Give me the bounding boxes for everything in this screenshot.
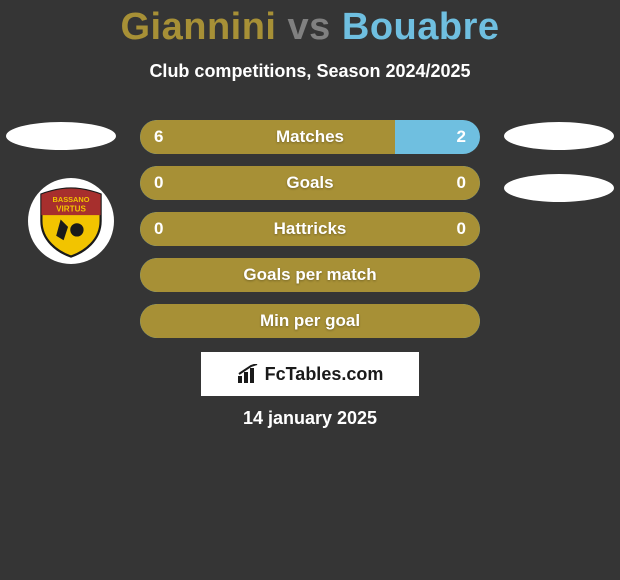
watermark-text: FcTables.com: [265, 364, 384, 385]
photo-placeholder-right-2: [504, 174, 614, 202]
title-vs: vs: [276, 6, 341, 48]
stat-bar: 6 2 Matches: [140, 120, 480, 154]
club-badge-svg: BASSANO VIRTUS: [34, 184, 108, 258]
watermark: FcTables.com: [201, 352, 419, 396]
stat-value-right: 2: [457, 127, 466, 147]
comparison-bars: 6 2 Matches 0 0 Goals 0 0 Hattricks Goals per mat…: [140, 120, 480, 350]
stat-value-right: 0: [457, 219, 466, 239]
badge-text-mid: VIRTUS: [56, 204, 86, 213]
date-text: 14 january 2025: [0, 408, 620, 429]
badge-text-top: BASSANO: [53, 195, 90, 204]
subtitle: Club competitions, Season 2024/2025: [0, 61, 620, 82]
stat-label: Goals: [286, 173, 333, 193]
stat-bar: 0 0 Goals: [140, 166, 480, 200]
stat-label: Min per goal: [260, 311, 360, 331]
stat-bar: 0 0 Hattricks: [140, 212, 480, 246]
stat-value-right: 0: [457, 173, 466, 193]
stat-label: Goals per match: [243, 265, 376, 285]
stat-bar: Min per goal: [140, 304, 480, 338]
stat-label: Hattricks: [274, 219, 347, 239]
stat-value-left: 0: [154, 219, 163, 239]
stat-bar-fill: [140, 120, 395, 154]
photo-placeholder-right-1: [504, 122, 614, 150]
stat-value-left: 0: [154, 173, 163, 193]
photo-placeholder-left: [6, 122, 116, 150]
stat-bar: Goals per match: [140, 258, 480, 292]
page-title: Giannini vs Bouabre: [0, 0, 620, 49]
badge-ball: [70, 223, 83, 236]
stat-label: Matches: [276, 127, 344, 147]
stat-value-left: 6: [154, 127, 163, 147]
title-player2: Bouabre: [342, 6, 500, 48]
club-badge: BASSANO VIRTUS: [28, 178, 114, 264]
watermark-icon: [237, 364, 261, 384]
title-player1: Giannini: [120, 6, 276, 48]
